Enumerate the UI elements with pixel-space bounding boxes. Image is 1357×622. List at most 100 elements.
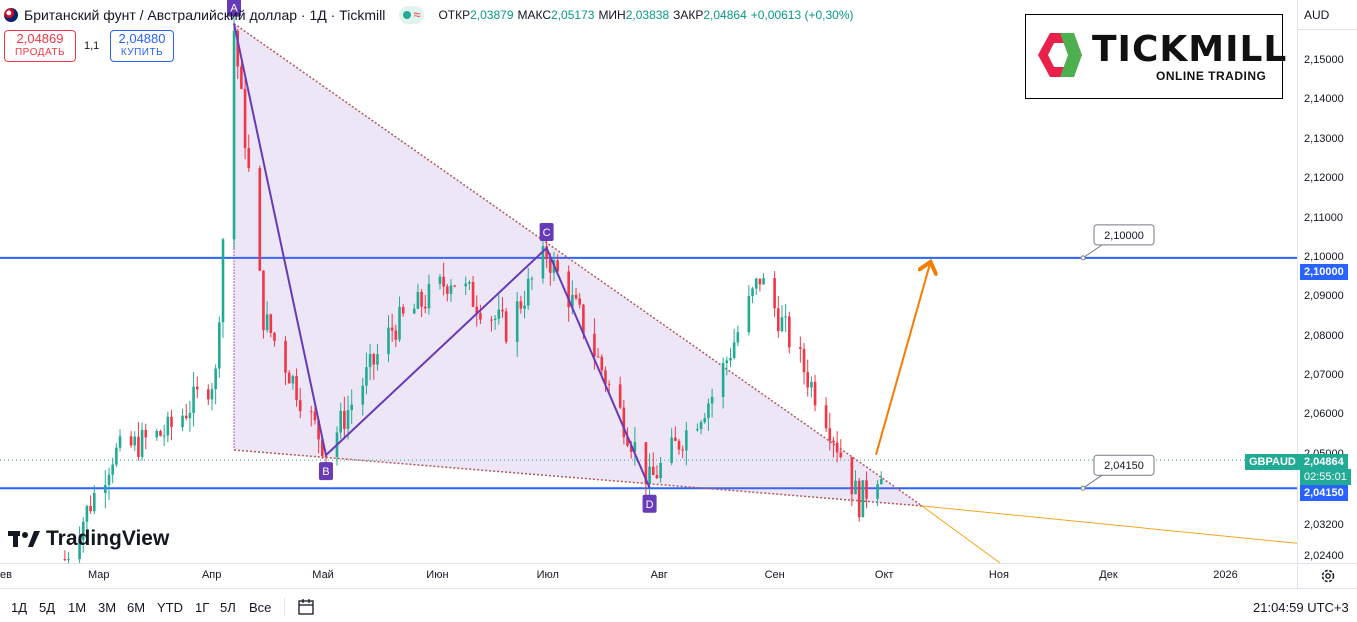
candle[interactable] bbox=[604, 366, 607, 393]
candle[interactable] bbox=[416, 283, 420, 310]
candle[interactable] bbox=[644, 442, 648, 498]
candle[interactable] bbox=[780, 305, 784, 333]
candle[interactable] bbox=[387, 315, 390, 363]
candle[interactable] bbox=[273, 331, 276, 347]
candle[interactable] bbox=[269, 313, 273, 338]
upper-trendline[interactable] bbox=[233, 23, 923, 507]
candle[interactable] bbox=[420, 288, 423, 318]
candle[interactable] bbox=[427, 274, 431, 315]
candle[interactable] bbox=[89, 495, 92, 514]
candle[interactable] bbox=[754, 277, 758, 295]
projection-arrow[interactable] bbox=[875, 264, 930, 456]
candle[interactable] bbox=[468, 280, 471, 290]
candle[interactable] bbox=[184, 403, 188, 421]
timeframe-1m[interactable]: 1М bbox=[68, 600, 87, 615]
timeframe-5d[interactable]: 5Д bbox=[39, 600, 56, 615]
candle[interactable] bbox=[368, 343, 372, 381]
candle[interactable] bbox=[361, 377, 365, 416]
candle[interactable] bbox=[810, 376, 813, 398]
candle[interactable] bbox=[696, 423, 699, 432]
candle[interactable] bbox=[449, 279, 453, 302]
candle[interactable] bbox=[111, 457, 114, 484]
candle[interactable] bbox=[725, 356, 729, 376]
candle[interactable] bbox=[63, 550, 67, 562]
candle[interactable] bbox=[287, 370, 291, 384]
candle[interactable] bbox=[567, 265, 570, 322]
candle[interactable] bbox=[159, 429, 162, 437]
candle[interactable] bbox=[788, 311, 791, 354]
candle[interactable] bbox=[596, 348, 600, 358]
candle[interactable] bbox=[681, 445, 684, 459]
time-axis[interactable]: ев Мар Апр Май Июн Июл Авг Сен Окт Ноя Дек 2026 bbox=[0, 563, 1297, 588]
candle[interactable] bbox=[850, 456, 854, 507]
candle[interactable] bbox=[699, 419, 703, 435]
candle[interactable] bbox=[497, 294, 501, 325]
candle[interactable] bbox=[464, 276, 468, 296]
candle[interactable] bbox=[118, 429, 122, 452]
candle[interactable] bbox=[736, 325, 740, 346]
price-chart[interactable]: A B C D 2,10000 2,04150 bbox=[0, 0, 1297, 563]
candle[interactable] bbox=[747, 285, 751, 336]
extension-line[interactable] bbox=[921, 505, 1297, 544]
candle[interactable] bbox=[115, 443, 118, 468]
candle[interactable] bbox=[545, 237, 548, 269]
candle[interactable] bbox=[67, 552, 70, 563]
candle[interactable] bbox=[526, 267, 530, 310]
candle[interactable] bbox=[258, 165, 262, 272]
candle[interactable] bbox=[519, 295, 523, 314]
candle[interactable] bbox=[556, 254, 559, 273]
candle[interactable] bbox=[813, 374, 817, 412]
candle[interactable] bbox=[802, 342, 806, 385]
candle[interactable] bbox=[857, 477, 861, 522]
candle[interactable] bbox=[633, 426, 637, 466]
candle[interactable] bbox=[221, 237, 225, 338]
candle[interactable] bbox=[423, 294, 427, 314]
candle[interactable] bbox=[346, 395, 350, 440]
lower-trendline[interactable] bbox=[233, 449, 923, 507]
candle[interactable] bbox=[530, 276, 534, 290]
sell-button[interactable]: 2,04869 ПРОДАТЬ bbox=[4, 30, 76, 62]
candle[interactable] bbox=[398, 296, 401, 343]
candle[interactable] bbox=[137, 422, 140, 461]
candle[interactable] bbox=[401, 304, 405, 317]
candle[interactable] bbox=[703, 412, 707, 424]
candle[interactable] bbox=[232, 17, 236, 249]
candle[interactable] bbox=[107, 467, 111, 501]
extension-line[interactable] bbox=[921, 505, 1001, 563]
candle[interactable] bbox=[541, 236, 545, 284]
candle[interactable] bbox=[284, 336, 287, 386]
candle[interactable] bbox=[721, 357, 725, 409]
candle[interactable] bbox=[365, 352, 368, 395]
candle[interactable] bbox=[140, 422, 144, 461]
candle[interactable] bbox=[92, 485, 96, 515]
candle[interactable] bbox=[240, 62, 243, 90]
candle[interactable] bbox=[394, 324, 398, 348]
candle[interactable] bbox=[806, 359, 810, 397]
candle[interactable] bbox=[651, 452, 655, 476]
candle[interactable] bbox=[515, 292, 519, 357]
symbol-title[interactable]: Британский фунт / Австралийский доллар ·… bbox=[24, 7, 386, 23]
candle[interactable] bbox=[453, 284, 456, 288]
candle[interactable] bbox=[659, 457, 662, 483]
candle[interactable] bbox=[104, 470, 107, 509]
timeframe-1y[interactable]: 1Г bbox=[195, 600, 210, 615]
candle[interactable] bbox=[879, 471, 883, 485]
candle[interactable] bbox=[685, 421, 688, 466]
level-callout[interactable]: 2,04150 bbox=[1080, 454, 1155, 491]
date-range-icon[interactable] bbox=[297, 598, 315, 616]
candle[interactable] bbox=[876, 480, 879, 507]
candle[interactable] bbox=[574, 287, 578, 300]
candle[interactable] bbox=[442, 262, 445, 296]
candle[interactable] bbox=[81, 517, 85, 553]
candle[interactable] bbox=[578, 293, 582, 309]
clock[interactable]: 21:04:59 UTC+3 bbox=[1253, 600, 1349, 615]
candle[interactable] bbox=[648, 453, 651, 496]
candle[interactable] bbox=[78, 526, 81, 563]
timeframe-1d[interactable]: 1Д bbox=[11, 600, 28, 615]
candle[interactable] bbox=[85, 504, 89, 530]
candle[interactable] bbox=[446, 284, 449, 302]
abcd-pattern-line[interactable] bbox=[233, 23, 651, 489]
candle[interactable] bbox=[732, 328, 736, 360]
candle[interactable] bbox=[343, 396, 346, 440]
candle[interactable] bbox=[298, 388, 302, 419]
